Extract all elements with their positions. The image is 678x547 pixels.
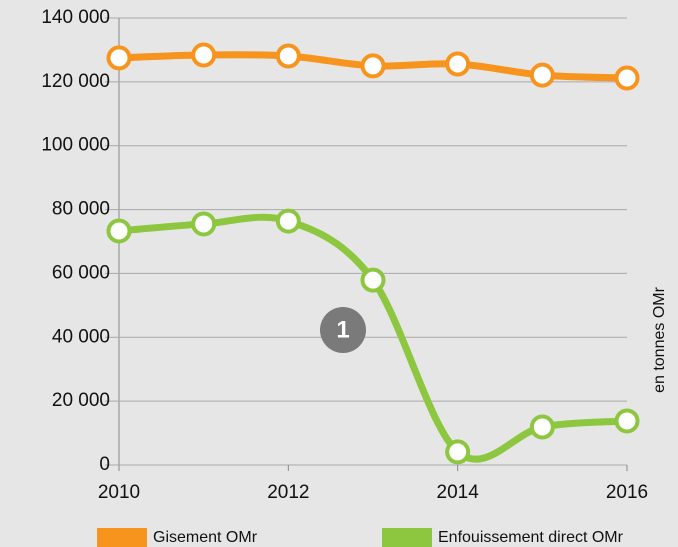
legend-swatch — [97, 528, 147, 547]
y-tick-label: 0 — [99, 454, 110, 475]
annotation-badge — [320, 307, 366, 353]
y-axis-label: en tonnes OMr — [651, 286, 668, 393]
legend-label: Enfouissement direct OMr — [438, 529, 624, 546]
point — [614, 65, 640, 91]
point — [360, 267, 386, 293]
point — [106, 45, 132, 71]
point — [360, 53, 386, 79]
y-tick-label: 140 000 — [41, 7, 110, 28]
x-tick-label: 2014 — [437, 482, 480, 503]
legend-swatch — [382, 528, 432, 547]
point — [275, 208, 301, 234]
annotation: 1 — [336, 316, 349, 343]
y-tick-label: 20 000 — [52, 390, 110, 411]
point — [191, 211, 217, 237]
x-tick-label: 2016 — [606, 482, 648, 503]
y-tick-label: 120 000 — [41, 71, 110, 92]
x-tick-label: 2010 — [98, 482, 140, 503]
y-tick-label: 40 000 — [52, 326, 110, 347]
y-tick-label: 100 000 — [41, 135, 110, 156]
point — [529, 62, 555, 88]
point — [191, 42, 217, 68]
point — [445, 51, 471, 77]
legend-label: Gisement OMr — [153, 529, 258, 546]
x-tick-label: 2012 — [267, 482, 309, 503]
y-tick-label: 80 000 — [52, 199, 110, 220]
point — [614, 408, 640, 434]
point — [445, 439, 471, 465]
y-tick-label: 60 000 — [52, 262, 110, 283]
point — [275, 43, 301, 69]
point — [529, 414, 555, 440]
point — [106, 218, 132, 244]
